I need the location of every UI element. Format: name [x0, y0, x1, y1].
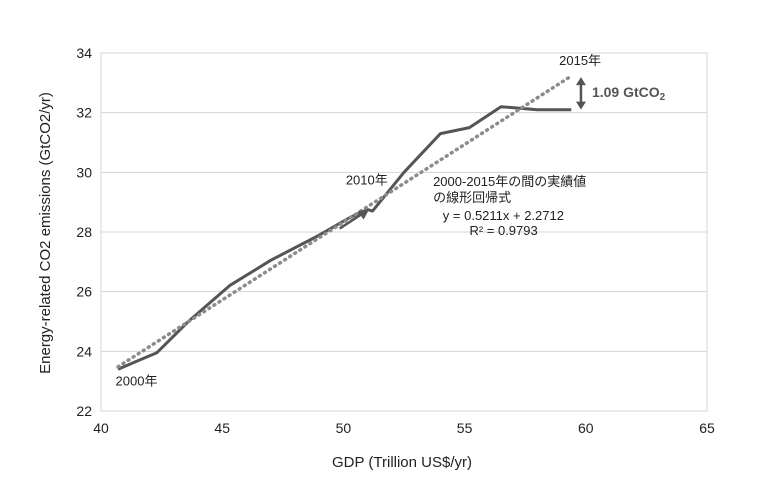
regression-equation: y = 0.5211x + 2.2712: [443, 208, 564, 223]
label-2010: 2010年: [346, 172, 388, 187]
y-tick-label: 34: [76, 45, 92, 61]
gap-label: 1.09 GtCO2: [592, 84, 666, 103]
x-axis-ticks: 40 45 50 55 60 65: [93, 420, 715, 436]
y-axis-title: Energy-related CO2 emissions (GtCO2/yr): [37, 92, 54, 374]
y-tick-label: 26: [76, 284, 92, 300]
x-tick-label: 50: [336, 420, 352, 436]
y-axis-ticks: 22 24 26 28 30 32 34: [76, 45, 92, 419]
y-tick-label: 32: [76, 105, 92, 121]
y-tick-label: 22: [76, 403, 92, 419]
x-tick-label: 45: [214, 420, 230, 436]
arrow-2010-head: [357, 208, 370, 220]
gap-label-subscript: 2: [660, 92, 666, 103]
gap-arrow-head-top: [575, 77, 586, 86]
y-tick-label: 24: [76, 343, 92, 359]
regression-line: [116, 74, 574, 369]
gap-arrow-head-bottom: [575, 101, 586, 110]
x-axis-title: GDP (Trillion US$/yr): [332, 454, 472, 471]
x-tick-label: 55: [457, 420, 473, 436]
x-tick-label: 60: [578, 420, 594, 436]
gridlines: [101, 52, 707, 412]
regression-r-squared: R² = 0.9793: [469, 223, 537, 238]
label-2000: 2000年: [116, 374, 158, 389]
y-tick-label: 30: [76, 164, 92, 180]
annotation-marks: [338, 77, 586, 230]
regression-label-line1: 2000-2015年の間の実績値: [433, 174, 586, 189]
plot-area-frame: [100, 52, 708, 412]
regression-label-line2: の線形回帰式: [433, 190, 511, 205]
y-tick-label: 28: [76, 224, 92, 240]
gap-label-main: 1.09 GtCO: [592, 84, 660, 100]
x-tick-label: 40: [93, 420, 109, 436]
label-2015: 2015年: [559, 53, 601, 68]
x-tick-label: 65: [699, 420, 715, 436]
